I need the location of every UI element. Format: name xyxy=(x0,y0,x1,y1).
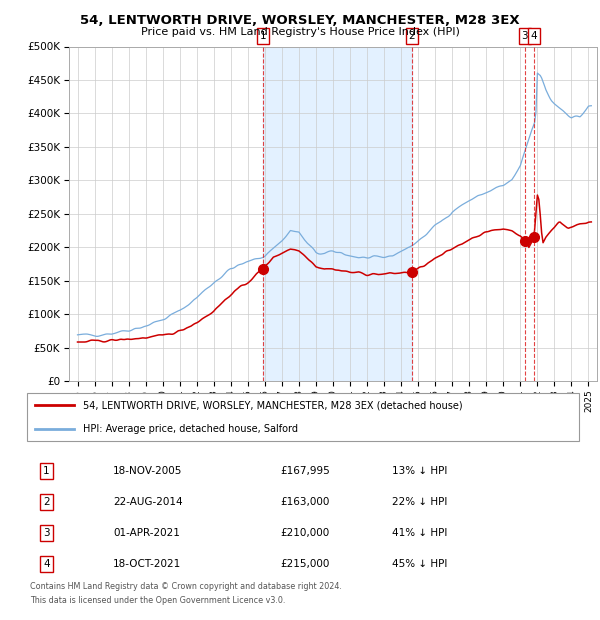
Text: Contains HM Land Registry data © Crown copyright and database right 2024.: Contains HM Land Registry data © Crown c… xyxy=(29,582,341,591)
Text: HPI: Average price, detached house, Salford: HPI: Average price, detached house, Salf… xyxy=(83,423,298,433)
Text: £210,000: £210,000 xyxy=(281,528,330,538)
Text: 54, LENTWORTH DRIVE, WORSLEY, MANCHESTER, M28 3EX: 54, LENTWORTH DRIVE, WORSLEY, MANCHESTER… xyxy=(80,14,520,27)
Text: 22% ↓ HPI: 22% ↓ HPI xyxy=(392,497,448,507)
Text: 41% ↓ HPI: 41% ↓ HPI xyxy=(392,528,448,538)
Text: This data is licensed under the Open Government Licence v3.0.: This data is licensed under the Open Gov… xyxy=(29,596,285,605)
Text: Price paid vs. HM Land Registry's House Price Index (HPI): Price paid vs. HM Land Registry's House … xyxy=(140,27,460,37)
Text: 2: 2 xyxy=(409,31,415,41)
Text: 54, LENTWORTH DRIVE, WORSLEY, MANCHESTER, M28 3EX (detached house): 54, LENTWORTH DRIVE, WORSLEY, MANCHESTER… xyxy=(83,401,462,410)
Text: 18-OCT-2021: 18-OCT-2021 xyxy=(113,559,182,569)
Text: 45% ↓ HPI: 45% ↓ HPI xyxy=(392,559,448,569)
Bar xyxy=(263,46,412,381)
Text: £215,000: £215,000 xyxy=(281,559,330,569)
Text: £163,000: £163,000 xyxy=(281,497,330,507)
Text: 2: 2 xyxy=(43,497,50,507)
FancyBboxPatch shape xyxy=(27,392,579,441)
Text: 4: 4 xyxy=(530,31,537,41)
Text: 01-APR-2021: 01-APR-2021 xyxy=(113,528,180,538)
Text: 3: 3 xyxy=(43,528,50,538)
Text: 22-AUG-2014: 22-AUG-2014 xyxy=(113,497,183,507)
Text: 13% ↓ HPI: 13% ↓ HPI xyxy=(392,466,448,476)
Text: 1: 1 xyxy=(260,31,266,41)
Text: 3: 3 xyxy=(521,31,528,41)
Text: 4: 4 xyxy=(43,559,50,569)
Text: £167,995: £167,995 xyxy=(281,466,331,476)
Text: 1: 1 xyxy=(43,466,50,476)
Text: 18-NOV-2005: 18-NOV-2005 xyxy=(113,466,182,476)
